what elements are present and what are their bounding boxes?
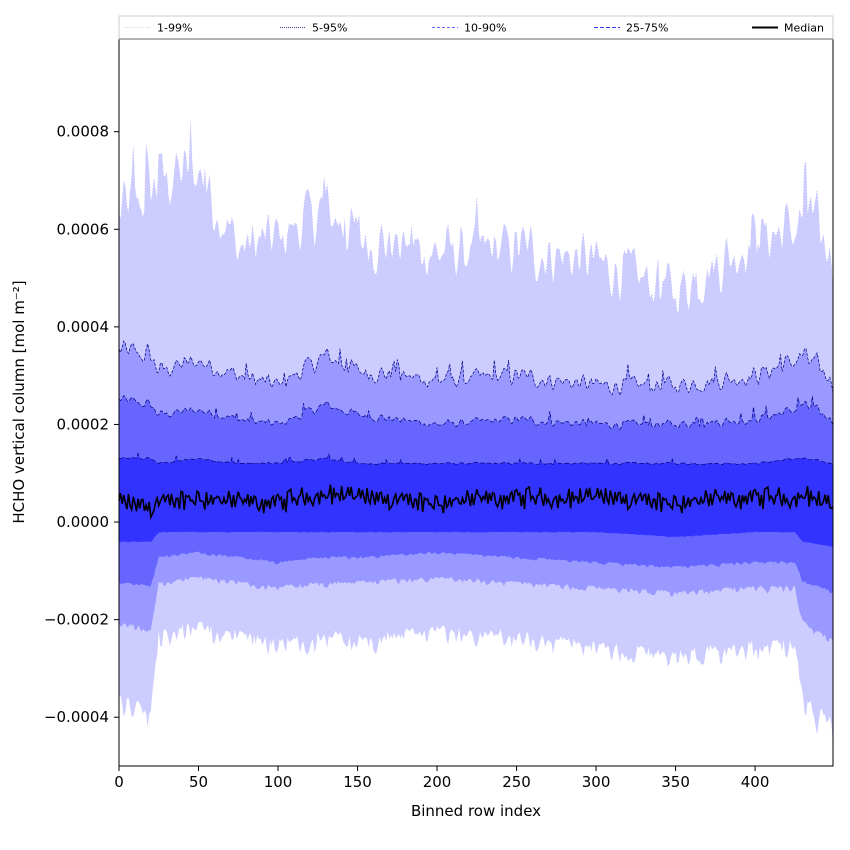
legend-label: 1-99% xyxy=(157,22,192,35)
y-axis-label: HCHO vertical column [mol m⁻²] xyxy=(10,280,28,523)
legend: 1-99% 5-95% 10-90% 25-75% Median xyxy=(118,15,834,40)
x-axis-label: Binned row index xyxy=(411,802,541,820)
x-tick-label: 100 xyxy=(264,773,293,791)
upper-edge-1 xyxy=(118,340,834,397)
upper-edge-3 xyxy=(118,452,834,466)
x-axis: 0 50 100 150 200 250 300 350 400 xyxy=(114,766,769,791)
x-tick-label: 400 xyxy=(741,773,770,791)
x-tick-label: 200 xyxy=(423,773,452,791)
x-tick-label: 250 xyxy=(502,773,531,791)
y-tick-label: 0.0000 xyxy=(57,513,110,531)
percentile-bands xyxy=(119,121,833,743)
y-tick-label: 0.0008 xyxy=(57,123,110,141)
x-tick-label: 150 xyxy=(343,773,372,791)
x-tick-label: 50 xyxy=(189,773,208,791)
legend-label: Median xyxy=(784,22,824,35)
upper-edge-0 xyxy=(118,121,834,315)
x-tick-label: 350 xyxy=(661,773,690,791)
y-tick-label: −0.0002 xyxy=(44,611,109,629)
x-tick-label: 0 xyxy=(114,773,124,791)
y-axis: −0.0004 −0.0002 0.0000 0.0002 0.0004 0.0006 0.… xyxy=(44,123,119,726)
legend-label: 5-95% xyxy=(312,22,347,35)
y-tick-label: 0.0002 xyxy=(57,415,110,433)
y-tick-label: 0.0004 xyxy=(57,318,110,336)
x-tick-label: 300 xyxy=(582,773,611,791)
legend-label: 25-75% xyxy=(626,22,668,35)
median-line-group xyxy=(118,484,834,521)
y-tick-label: 0.0006 xyxy=(57,220,110,238)
legend-label: 10-90% xyxy=(464,22,506,35)
y-tick-label: −0.0004 xyxy=(44,708,109,726)
median-line xyxy=(118,484,834,521)
upper-edge-2 xyxy=(118,394,834,430)
band-edge-lines xyxy=(118,121,834,466)
band-25-75pct xyxy=(119,453,833,547)
